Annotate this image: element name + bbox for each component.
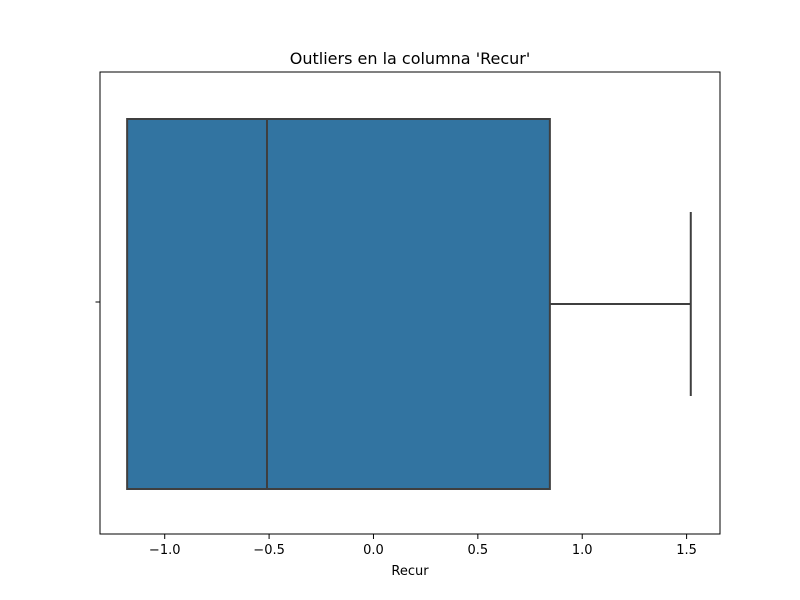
x-tick-label: 1.5 xyxy=(676,543,697,558)
x-tick-label: −1.0 xyxy=(149,543,181,558)
plot-area xyxy=(126,118,692,490)
x-tick-label: 1.0 xyxy=(572,543,593,558)
x-tick-label: −0.5 xyxy=(253,543,285,558)
box-iqr xyxy=(126,118,551,490)
axes-frame xyxy=(99,71,721,535)
x-tick-label: 0.5 xyxy=(468,543,489,558)
chart-title: Outliers en la columna 'Recur' xyxy=(290,49,531,68)
x-axis-label: Recur xyxy=(391,564,429,579)
x-axis: −1.0 −0.5 0.0 0.5 1.0 1.5 xyxy=(149,534,697,558)
x-tick-label: 0.0 xyxy=(363,543,384,558)
